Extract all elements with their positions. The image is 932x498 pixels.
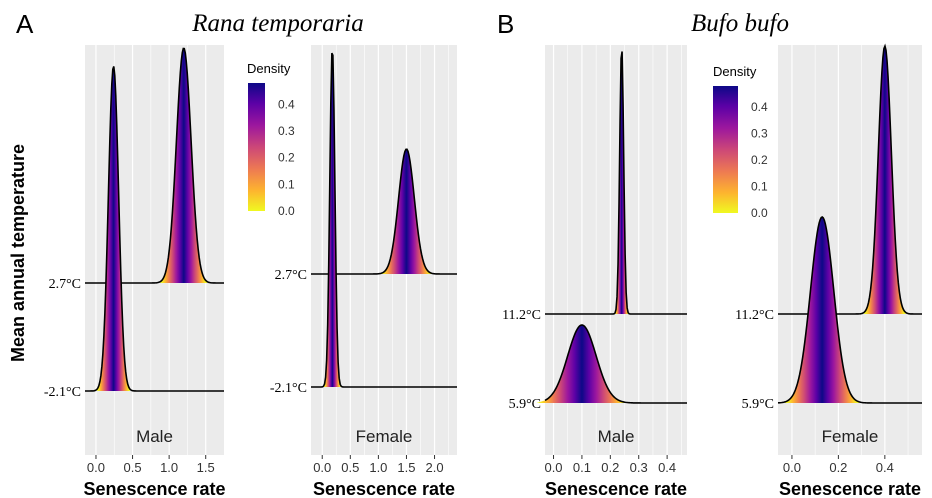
panel-a-letter: A: [16, 9, 34, 39]
panel-bufo-bufo-male: 0.0 0.1 0.2 0.3 0.4 11.2°C 5.9°C Male Senescence…: [502, 45, 687, 498]
y-tick-label: -2.1°C: [270, 381, 307, 396]
density-ridge-outline: [311, 52, 457, 388]
x-axis-label: Senescence rate: [313, 479, 455, 498]
x-tick-label: 0.0: [544, 460, 562, 475]
x-tick-label: 0.1: [573, 460, 591, 475]
y-tick-label: 11.2°C: [502, 308, 541, 323]
legend-tick-label: 0.3: [278, 124, 295, 138]
y-tick-label: 11.2°C: [735, 308, 774, 323]
legend-tick-label: 0.1: [751, 180, 768, 194]
legend-tick-label: 0.1: [278, 177, 295, 191]
sex-label: Female: [356, 427, 413, 446]
legend-density-b: Density 0.4 0.3 0.2 0.1 0.0: [713, 64, 768, 220]
x-tick-label: 0.0: [783, 460, 801, 475]
legend-colorbar: [713, 86, 738, 213]
x-tick-label: 1.0: [369, 460, 387, 475]
density-ridge-outline: [778, 43, 922, 315]
legend-tick-label: 0.2: [751, 153, 768, 167]
x-tick-label: 1.5: [397, 460, 415, 475]
legend-tick-label: 0.0: [751, 206, 768, 220]
y-tick-label: 2.7°C: [275, 268, 307, 283]
density-ridge-outline: [777, 216, 922, 404]
legend-tick-label: 0.3: [751, 127, 768, 141]
density-ridge-outline: [545, 51, 687, 315]
x-tick-label: 0.4: [658, 460, 676, 475]
x-tick-label: 0.4: [876, 460, 894, 475]
x-tick-label: 0.5: [341, 460, 359, 475]
sex-label: Female: [822, 427, 879, 446]
legend-title: Density: [713, 64, 757, 79]
density-ridge-outline: [544, 324, 687, 404]
x-tick-label: 0.3: [630, 460, 648, 475]
x-axis-label: Senescence rate: [779, 479, 921, 498]
species-b-title: Bufo bufo: [691, 10, 789, 37]
density-ridge-fill: [536, 325, 628, 403]
panel-bufo-bufo-female: 0.0 0.2 0.4 11.2°C 5.9°C Female Senescence rat…: [735, 43, 922, 498]
x-tick-label: 0.2: [829, 460, 847, 475]
panel-rana-temporaria-male: 0.0 0.5 1.0 1.5 2.7°C -2.1°C Male Senescence ra…: [44, 45, 226, 498]
legend-tick-label: 0.4: [751, 100, 768, 114]
panel-rana-temporaria-female: 0.0 0.5 1.0 1.5 2.0 2.7°C -2.1°C Female Senescen…: [270, 45, 457, 498]
x-tick-label: 0.0: [87, 460, 105, 475]
x-tick-label: 0.0: [313, 460, 331, 475]
plot-background: [85, 45, 224, 455]
x-axis-label: Senescence rate: [545, 479, 687, 498]
legend-tick-label: 0.4: [278, 97, 295, 111]
x-tick-label: 0.2: [601, 460, 619, 475]
x-tick-label: 1.0: [160, 460, 178, 475]
legend-title: Density: [247, 61, 291, 76]
y-tick-label: 5.9°C: [742, 397, 774, 412]
x-axis-label: Senescence rate: [83, 479, 225, 498]
panel-b-letter: B: [497, 9, 514, 39]
y-tick-label: -2.1°C: [44, 385, 81, 400]
legend-density-a: Density 0.4 0.3 0.2 0.1 0.0: [247, 61, 295, 218]
y-tick-label: 5.9°C: [509, 397, 541, 412]
sex-label: Male: [598, 427, 635, 446]
species-a-title: Rana temporaria: [191, 10, 364, 37]
legend-colorbar: [248, 83, 265, 211]
density-ridge-outline: [85, 66, 224, 392]
legend-tick-label: 0.2: [278, 151, 295, 165]
x-tick-label: 0.5: [124, 460, 142, 475]
y-tick-label: 2.7°C: [49, 277, 81, 292]
legend-tick-label: 0.0: [278, 204, 295, 218]
sex-label: Male: [136, 427, 173, 446]
x-tick-label: 2.0: [425, 460, 443, 475]
x-tick-label: 1.5: [197, 460, 215, 475]
y-axis-label: Mean annual temperature: [8, 144, 28, 362]
